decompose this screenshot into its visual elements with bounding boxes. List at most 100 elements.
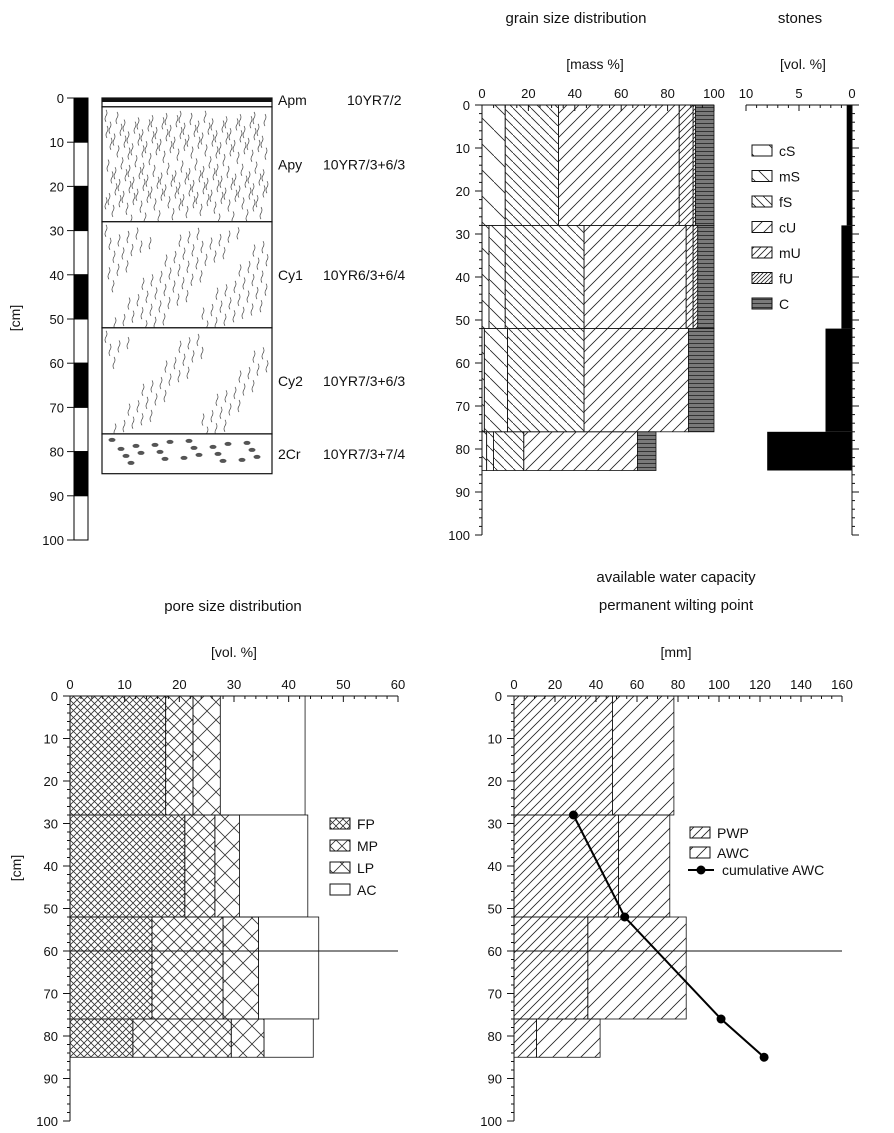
pore-bar-fp: [69, 916, 153, 1020]
root-mark: [252, 199, 256, 212]
awc-y-tick-label: 20: [488, 774, 502, 789]
root-mark: [116, 145, 120, 158]
root-mark: [148, 237, 152, 250]
root-mark: [117, 340, 121, 353]
root-mark: [154, 287, 158, 300]
pore-y-tick-label: 50: [44, 902, 58, 917]
root-mark: [252, 350, 256, 363]
grain-y-tick-label: 30: [456, 227, 470, 242]
pore-x-tick-label: 50: [336, 677, 350, 692]
horizon-name-label: Apm: [278, 92, 307, 108]
stones-chart: stones [vol. %] 10 5 0: [739, 10, 859, 536]
root-mark: [238, 113, 242, 127]
root-mark: [169, 140, 173, 154]
root-mark: [224, 284, 228, 297]
grain-bar-cu: [583, 328, 689, 433]
root-mark: [163, 389, 167, 403]
grain-y-tick-label: 60: [456, 356, 470, 371]
root-mark: [138, 166, 142, 180]
cumulative-awc-point: [759, 1052, 769, 1062]
grain-bar-mu: [685, 224, 694, 329]
root-mark: [244, 175, 248, 188]
grain-chart-title: grain size distribution: [506, 10, 647, 27]
root-mark: [196, 333, 200, 347]
stones-bar: [825, 328, 852, 432]
awc-x-tick-label: 60: [630, 677, 644, 692]
root-mark: [252, 244, 256, 257]
horizon-column: [101, 97, 273, 475]
awc-x-tick-label: 40: [589, 677, 603, 692]
root-mark: [147, 119, 151, 132]
depth-scale-segment: [73, 495, 89, 541]
root-mark: [215, 163, 219, 177]
grain-x-tick-label: 80: [660, 86, 674, 101]
pore-legend: FP MP LP AC: [329, 816, 378, 898]
cumulative-awc-point: [716, 1014, 726, 1024]
horizon-color-label: 10YR7/3+7/4: [323, 446, 405, 462]
root-mark: [259, 206, 263, 220]
depth-scale-label: 100: [42, 533, 64, 548]
awc-legend-label-cumulative: cumulative AWC: [722, 862, 824, 878]
root-mark: [196, 120, 200, 133]
grain-legend-label-fu: fU: [779, 271, 793, 287]
awc-y-tick-label: 0: [495, 689, 502, 704]
horizon-name-label: 2Cr: [278, 446, 301, 462]
pore-legend-label-ac: AC: [357, 882, 376, 898]
grain-y-tick-label: 40: [456, 270, 470, 285]
awc-legend-label-pwp: PWP: [717, 825, 749, 841]
root-mark: [224, 390, 228, 403]
root-mark: [200, 240, 204, 254]
grain-y-tick-label: 0: [463, 98, 470, 113]
root-mark: [242, 277, 246, 290]
grain-legend-swatch-c: [751, 297, 773, 310]
root-mark: [210, 303, 214, 317]
root-mark: [209, 237, 213, 250]
root-mark: [190, 146, 194, 159]
root-mark: [168, 124, 172, 138]
grain-x-tick-label: 0: [478, 86, 485, 101]
root-mark: [209, 189, 213, 203]
pore-legend-swatch-fp: [329, 817, 351, 830]
awc-bar-pwp: [513, 814, 619, 918]
root-mark: [142, 178, 146, 192]
root-mark: [177, 370, 181, 383]
root-mark: [225, 132, 229, 145]
root-mark: [126, 336, 130, 350]
awc-bar-awc: [536, 1018, 601, 1058]
depth-scale-segment: [73, 274, 89, 320]
root-mark: [140, 129, 144, 142]
grain-bar-cu: [523, 431, 638, 471]
root-mark: [140, 413, 144, 426]
awc-x-tick-label: 20: [548, 677, 562, 692]
root-mark: [178, 340, 182, 353]
root-mark: [153, 316, 157, 330]
root-mark: [254, 161, 258, 174]
root-mark: [104, 109, 108, 123]
pore-bar-lp: [192, 695, 221, 816]
pore-chart-xlabel: [vol. %]: [211, 644, 257, 660]
root-mark: [125, 260, 129, 273]
gravel-stone: [180, 455, 188, 460]
depth-scale-label: 70: [50, 400, 64, 415]
root-mark: [106, 159, 110, 172]
root-mark: [116, 263, 120, 277]
root-mark: [253, 127, 257, 141]
gravel-stone: [161, 456, 169, 461]
root-mark: [242, 125, 246, 139]
root-mark: [260, 270, 264, 283]
root-mark: [127, 297, 131, 310]
root-mark: [112, 133, 116, 146]
root-mark: [218, 142, 222, 155]
root-mark: [256, 363, 260, 376]
root-mark: [156, 176, 160, 189]
grain-legend-swatch-fu: [751, 272, 773, 284]
root-mark: [130, 143, 134, 156]
grain-y-tick-label: 70: [456, 399, 470, 414]
awc-legend-label-awc: AWC: [717, 845, 749, 861]
root-mark: [237, 399, 241, 413]
root-mark: [222, 246, 226, 260]
root-mark: [236, 227, 240, 240]
root-mark: [196, 227, 200, 241]
grain-y-tick-label: 20: [456, 184, 470, 199]
